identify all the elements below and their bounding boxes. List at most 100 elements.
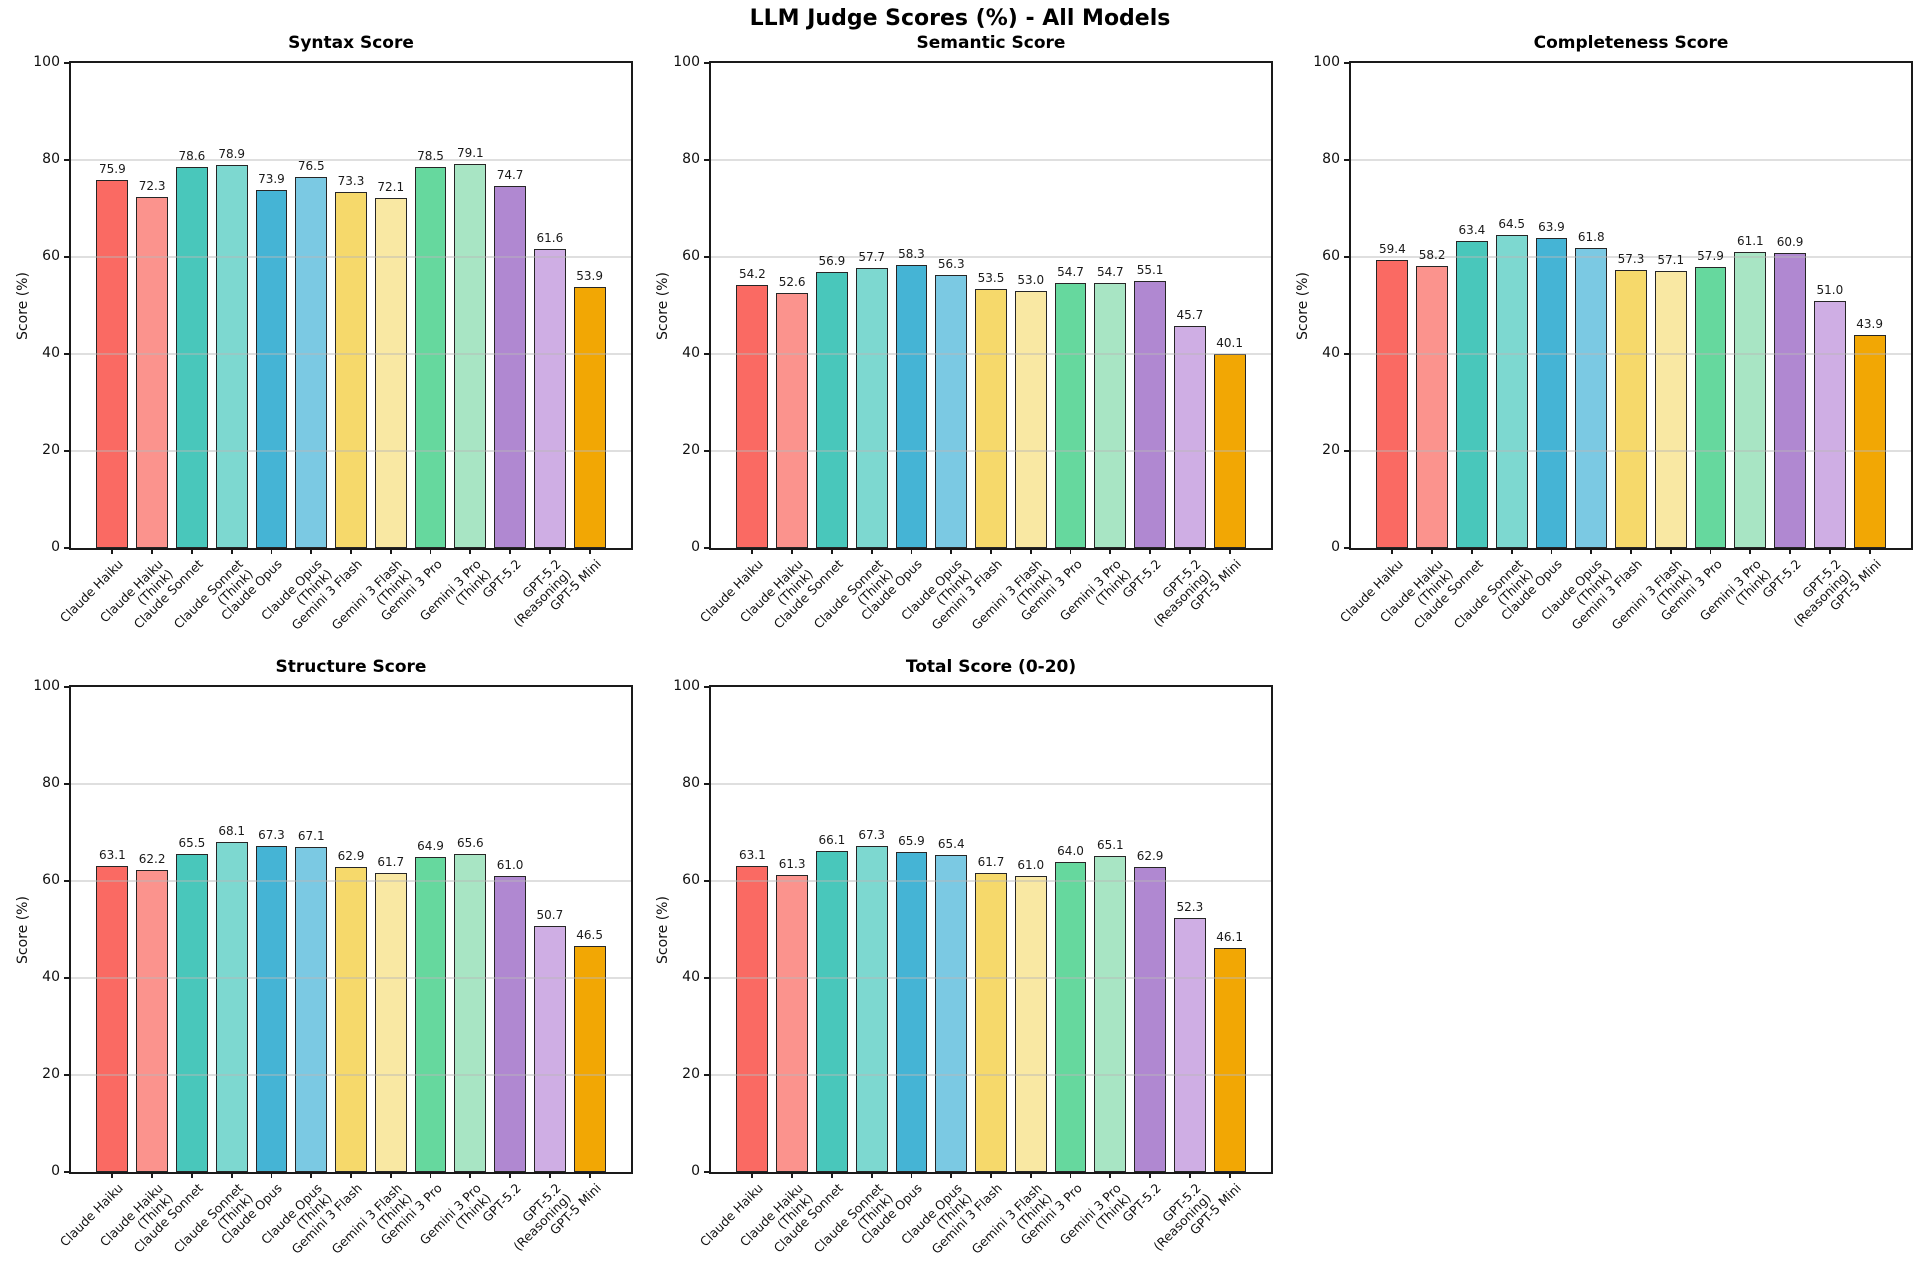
x-tick-mark <box>1069 1172 1072 1178</box>
y-tick-label: 0 <box>1331 539 1340 555</box>
x-tick-mark <box>1669 548 1672 554</box>
bar-claude-sonnet <box>176 166 208 548</box>
y-tick-label: 60 <box>682 872 700 888</box>
bar-claude-sonnet <box>816 272 848 548</box>
bar-value-label: 43.9 <box>1856 317 1883 332</box>
x-tick-mark <box>1149 548 1151 554</box>
x-tick-mark <box>191 548 193 554</box>
x-tick-mark <box>1590 548 1593 554</box>
bar-gemini-3-flash <box>975 288 1007 548</box>
axis-spine-top <box>1349 61 1913 63</box>
x-tick-mark <box>910 548 913 554</box>
axis-spine-right <box>631 63 633 548</box>
x-tick-mark <box>429 1172 432 1178</box>
bar-gemini-3-pro <box>414 857 447 1172</box>
axis-spine-top <box>709 685 1273 687</box>
y-tick-label: 80 <box>682 775 700 791</box>
bar-value-label: 66.1 <box>818 833 846 848</box>
x-tick-mark <box>1109 548 1112 554</box>
bar-gemini-3-flash-(think) <box>1014 290 1047 548</box>
bar-claude-sonnet-(think) <box>1495 235 1528 548</box>
x-tick-mark <box>350 548 352 554</box>
bar-claude-opus <box>895 265 928 548</box>
x-tick-mark <box>270 1172 273 1178</box>
y-axis-label: Score (%) <box>1295 271 1311 340</box>
x-tick-mark <box>1630 548 1632 554</box>
y-tick-mark <box>1344 256 1351 258</box>
bar-value-label: 65.4 <box>937 836 965 851</box>
bar-value-label: 61.0 <box>1017 858 1045 873</box>
bar-gpt-5-mini <box>1213 353 1246 548</box>
y-tick-mark <box>64 1171 71 1173</box>
bar-value-label: 56.9 <box>818 254 846 269</box>
y-tick-mark <box>64 353 71 355</box>
gridline-y60 <box>711 256 1271 258</box>
chart-title: Structure Score <box>275 657 427 677</box>
bar-gemini-3-pro <box>1054 861 1087 1172</box>
y-tick-mark <box>704 547 711 549</box>
y-tick-mark <box>64 159 71 161</box>
bar-gemini-3-pro-(think) <box>1094 856 1127 1172</box>
bar-gpt-5.2 <box>1134 866 1166 1172</box>
bar-claude-opus <box>255 845 288 1172</box>
y-tick-label: 0 <box>51 1163 60 1179</box>
x-tick-mark <box>1828 548 1831 554</box>
x-tick-mark <box>111 548 114 554</box>
bar-value-label: 52.3 <box>1176 900 1204 915</box>
y-tick-mark <box>1344 159 1351 161</box>
bar-value-label: 78.6 <box>178 148 206 163</box>
bar-value-label: 53.0 <box>1017 272 1045 287</box>
gridline-y40 <box>711 353 1271 355</box>
y-tick-label: 60 <box>682 248 700 264</box>
bar-claude-opus-(think) <box>935 274 968 548</box>
bar-gpt-5.2-(reasoning) <box>533 926 566 1172</box>
bar-value-label: 67.1 <box>297 828 325 843</box>
axis-spine-bottom <box>709 548 1273 550</box>
y-tick-label: 40 <box>682 969 700 985</box>
gridline-y20 <box>711 1074 1271 1076</box>
bar-value-label: 63.9 <box>1538 220 1565 235</box>
gridline-y80 <box>71 783 631 785</box>
bar-value-label: 61.7 <box>377 854 405 869</box>
bar-claude-haiku <box>736 865 769 1172</box>
bar-gemini-3-flash-(think) <box>1654 271 1687 548</box>
x-tick-mark <box>230 1172 233 1178</box>
bar-value-label: 65.5 <box>178 836 206 851</box>
bar-claude-sonnet-(think) <box>855 268 888 548</box>
x-tick-mark <box>588 1172 591 1178</box>
x-tick-mark <box>751 1172 754 1178</box>
bar-claude-haiku-(think) <box>136 870 169 1172</box>
bar-value-label: 55.1 <box>1136 262 1164 277</box>
y-tick-mark <box>64 256 71 258</box>
gridline-y80 <box>71 159 631 161</box>
y-tick-mark <box>704 353 711 355</box>
bar-gpt-5.2-(reasoning) <box>1173 326 1206 548</box>
bar-value-label: 65.1 <box>1096 838 1124 853</box>
y-tick-label: 60 <box>42 248 60 264</box>
x-tick-mark <box>1069 548 1072 554</box>
x-tick-mark <box>910 1172 913 1178</box>
bar-value-label: 61.0 <box>496 858 524 873</box>
bar-value-label: 61.3 <box>778 856 806 871</box>
bar-value-label: 40.1 <box>1216 335 1243 350</box>
bar-gemini-3-pro-(think) <box>454 853 487 1172</box>
y-tick-mark <box>704 1171 711 1173</box>
axis-spine-left <box>69 63 71 548</box>
bar-value-label: 50.7 <box>536 908 564 923</box>
gridline-y20 <box>71 450 631 452</box>
x-tick-mark <box>1789 548 1791 554</box>
bar-gemini-3-flash-(think) <box>374 872 407 1172</box>
gridline-y40 <box>71 353 631 355</box>
y-tick-mark <box>64 450 71 452</box>
y-tick-mark <box>64 1074 71 1076</box>
y-tick-label: 20 <box>682 442 700 458</box>
gridline-y20 <box>71 1074 631 1076</box>
y-tick-mark <box>704 1074 711 1076</box>
y-tick-mark <box>704 977 711 979</box>
x-tick-mark <box>151 1172 154 1178</box>
gridline-y20 <box>1351 450 1911 452</box>
y-tick-label: 100 <box>33 678 60 694</box>
x-tick-mark <box>950 548 953 554</box>
bar-value-label: 61.1 <box>1736 233 1764 248</box>
